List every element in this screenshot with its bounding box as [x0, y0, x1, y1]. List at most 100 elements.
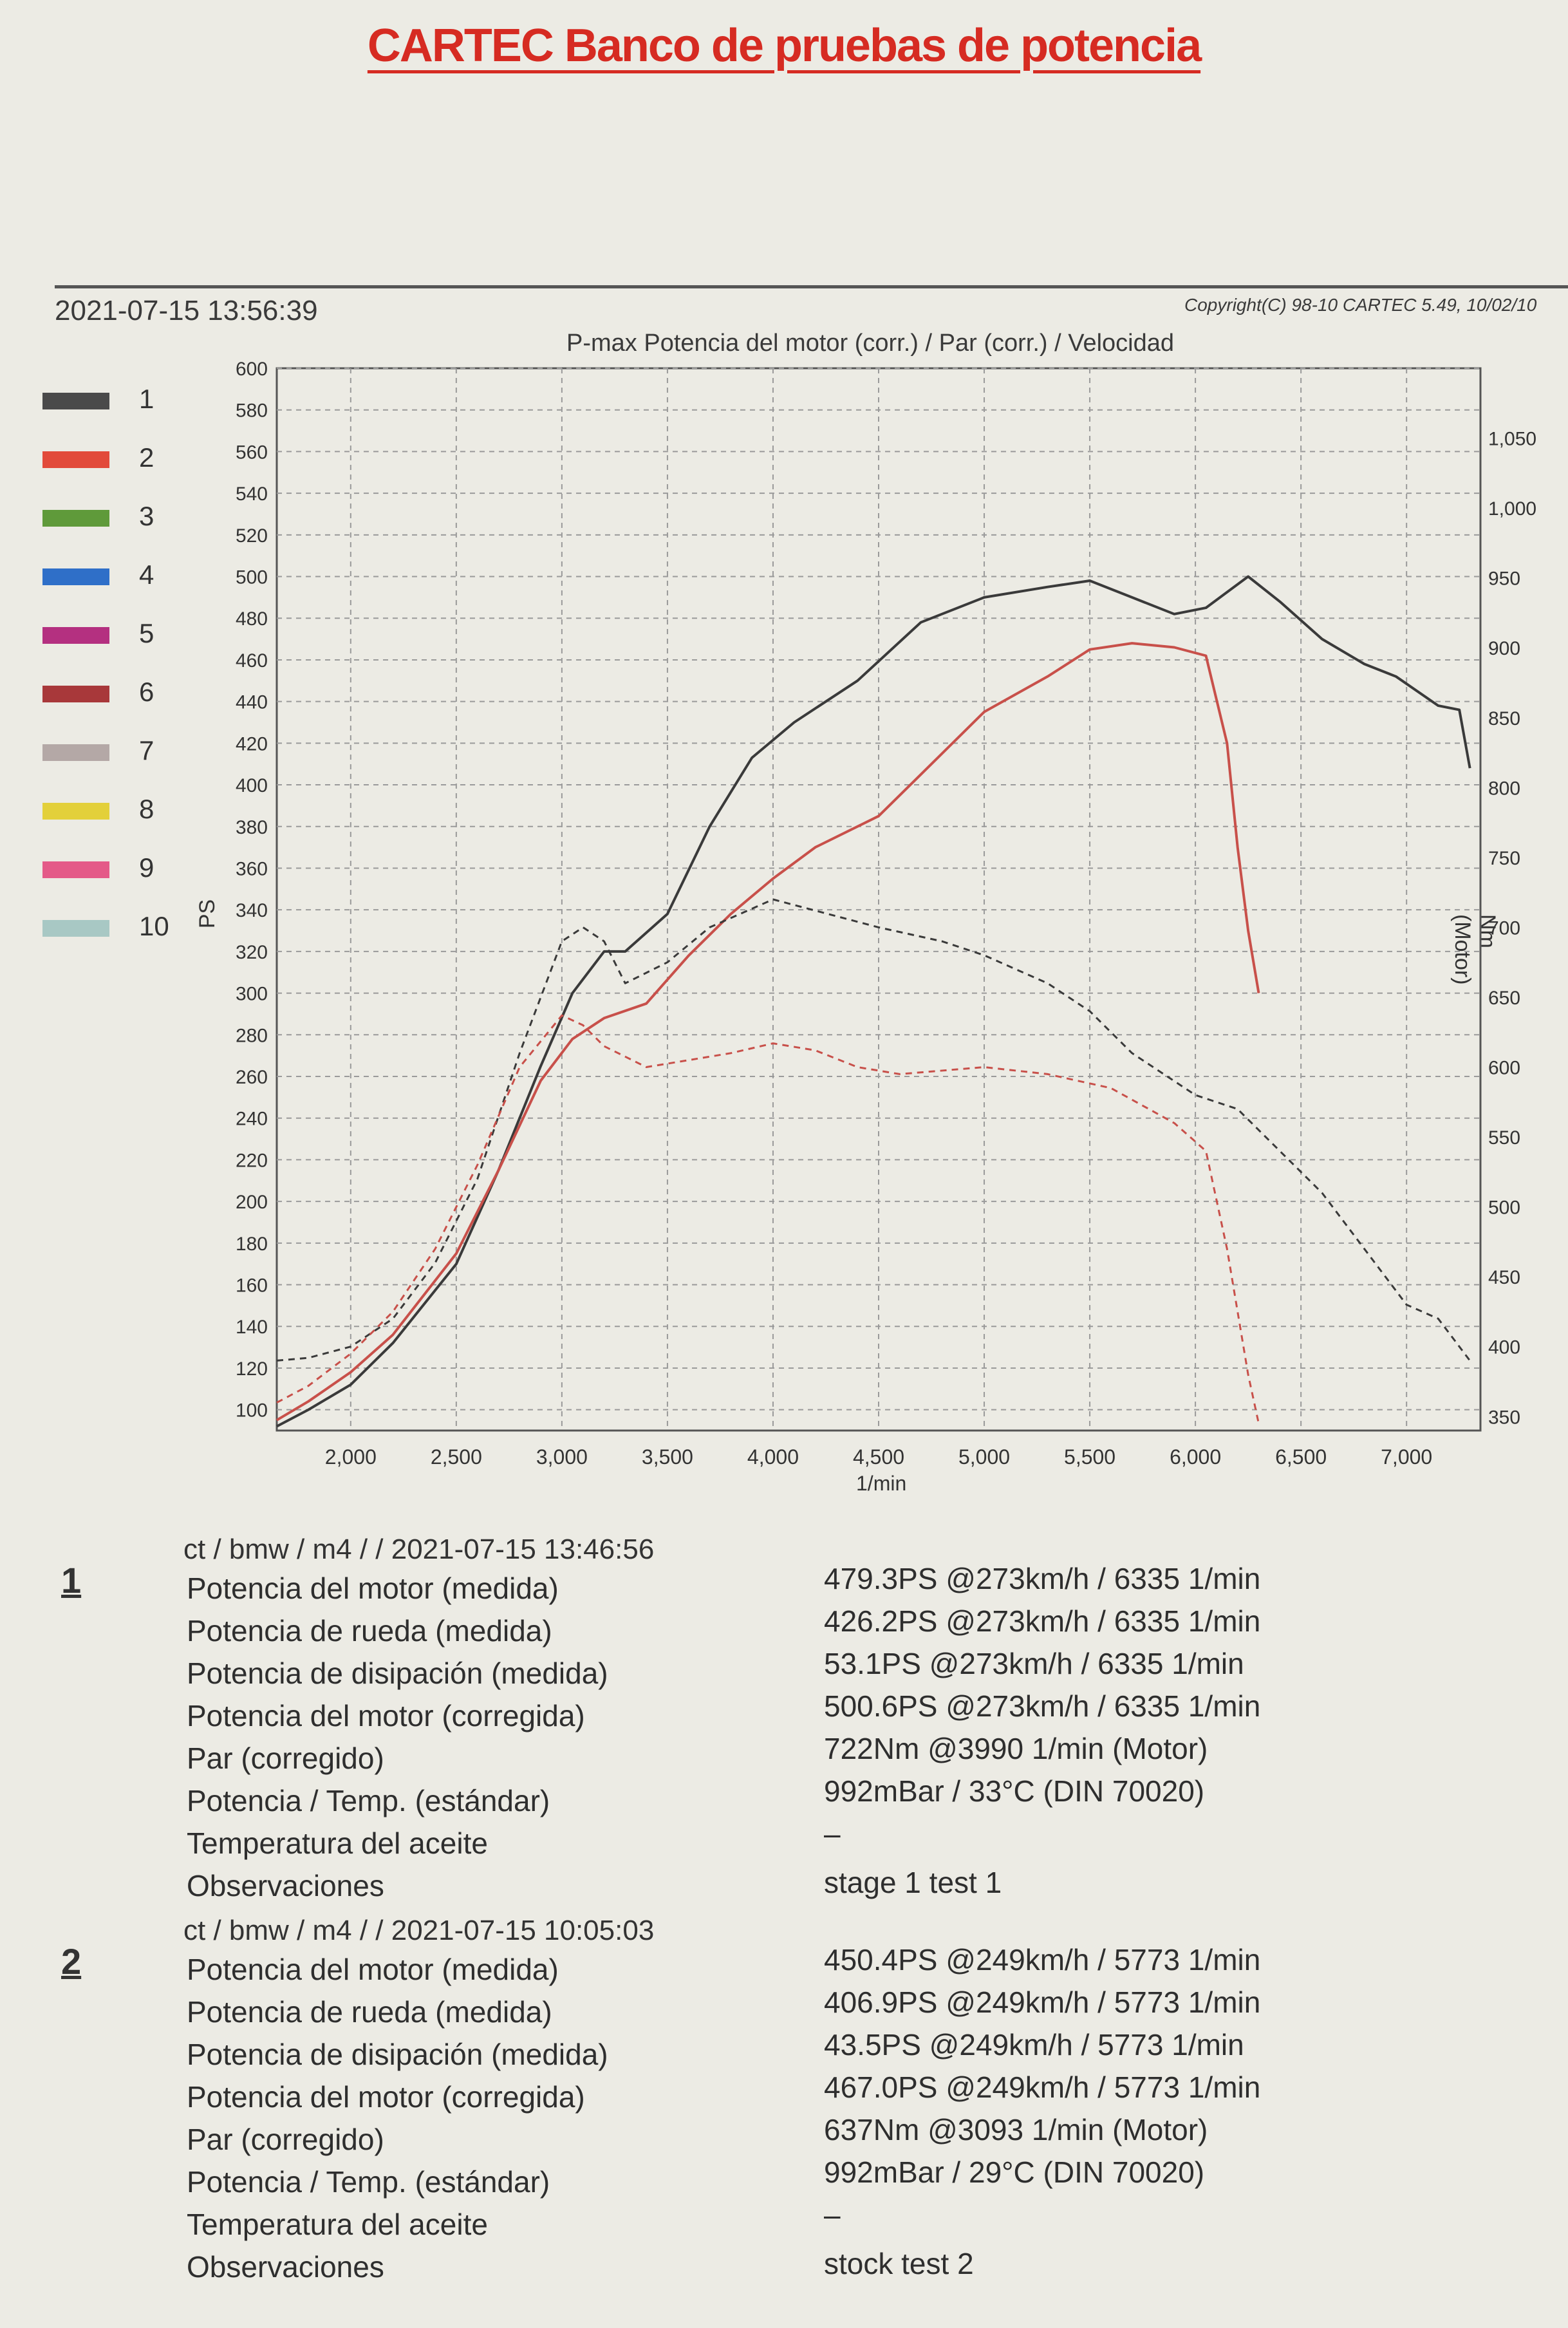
- legend-swatch: [42, 627, 109, 644]
- result-value: 450.4PS @249km/h / 5773 1/min: [824, 1943, 1261, 1976]
- y-right-tick-label: 750: [1488, 848, 1520, 869]
- y-left-tick-label: 600: [236, 359, 268, 380]
- x-tick-label: 4,000: [747, 1445, 799, 1469]
- report-datetime: 2021-07-15 13:56:39: [55, 295, 318, 326]
- result-value: 637Nm @3093 1/min (Motor): [824, 2113, 1208, 2146]
- x-tick-label: 7,000: [1381, 1445, 1432, 1469]
- run-number: 1: [61, 1560, 82, 1600]
- y-right-tick-label: 900: [1488, 638, 1520, 659]
- x-tick-label: 4,500: [853, 1445, 904, 1469]
- report-title: CARTEC Banco de pruebas de potencia: [367, 20, 1202, 71]
- legend-swatch: [42, 744, 109, 761]
- y-right-tick-label: 400: [1488, 1337, 1520, 1358]
- result-value: 53.1PS @273km/h / 6335 1/min: [824, 1647, 1244, 1680]
- legend-item: 5: [42, 614, 236, 653]
- result-value: stock test 2: [824, 2247, 974, 2280]
- series-line-1-torque: [276, 898, 1471, 1362]
- y-right-tick-label: 1,050: [1488, 429, 1536, 450]
- y-left-tick-label: 540: [236, 483, 268, 505]
- result-label: Potencia del motor (corregida): [187, 2080, 585, 2114]
- y-left-tick-label: 380: [236, 817, 268, 838]
- x-tick-label: 6,000: [1170, 1445, 1221, 1469]
- result-value: 992mBar / 33°C (DIN 70020): [824, 1774, 1205, 1808]
- y-right-tick-label: 600: [1488, 1058, 1520, 1079]
- run-header: ct / bmw / m4 / / 2021-07-15 13:46:56: [183, 1534, 655, 1565]
- y-left-tick-label: 120: [236, 1358, 268, 1380]
- result-value: 479.3PS @273km/h / 6335 1/min: [824, 1562, 1261, 1595]
- legend-swatch: [42, 686, 109, 702]
- y-left-tick-label: 240: [236, 1109, 268, 1130]
- series-line-2-torque: [276, 1014, 1260, 1424]
- legend-item: 9: [42, 849, 236, 887]
- result-value: –: [824, 2198, 841, 2231]
- result-label: Potencia de disipación (medida): [187, 1657, 608, 1690]
- y-left-tick-label: 580: [236, 400, 268, 422]
- result-value: stage 1 test 1: [824, 1866, 1002, 1899]
- copyright-notice: Copyright(C) 98-10 CARTEC 5.49, 10/02/10: [1184, 295, 1537, 315]
- chart-title: P-max Potencia del motor (corr.) / Par (…: [566, 330, 1175, 357]
- x-tick-label: 6,500: [1275, 1445, 1327, 1469]
- y-left-tick-label: 220: [236, 1150, 268, 1171]
- y-right-tick-label: 850: [1488, 708, 1520, 729]
- y-left-tick-label: 420: [236, 733, 268, 755]
- y-left-tick-label: 340: [236, 900, 268, 921]
- y-left-tick-label: 500: [236, 567, 268, 588]
- y-left-tick-label: 480: [236, 608, 268, 630]
- x-axis-label: 1/min: [856, 1472, 907, 1495]
- y-right-tick-label: 950: [1488, 568, 1520, 590]
- y-left-tick-label: 160: [236, 1275, 268, 1297]
- result-value: 43.5PS @249km/h / 5773 1/min: [824, 2028, 1244, 2061]
- legend-swatch: [42, 861, 109, 878]
- legend-number: 10: [139, 911, 169, 941]
- result-label: Observaciones: [187, 1869, 384, 1902]
- legend-number: 7: [139, 735, 154, 765]
- legend-swatch: [42, 568, 109, 585]
- y-right-tick-label: 800: [1488, 778, 1520, 799]
- legend-swatch: [42, 803, 109, 820]
- result-value: 426.2PS @273km/h / 6335 1/min: [824, 1604, 1261, 1638]
- y-left-tick-label: 280: [236, 1025, 268, 1046]
- y-right-tick-label: 350: [1488, 1407, 1520, 1428]
- y-right-tick-label: 1,000: [1488, 498, 1536, 520]
- legend-swatch: [42, 510, 109, 527]
- legend-number: 4: [139, 559, 154, 590]
- y-left-tick-label: 260: [236, 1067, 268, 1088]
- y-left-tick-label: 560: [236, 442, 268, 463]
- result-value: 722Nm @3990 1/min (Motor): [824, 1732, 1208, 1765]
- legend-item: 8: [42, 790, 236, 829]
- y-right-tick-label: 700: [1488, 917, 1520, 939]
- series-line-2-power: [275, 642, 1260, 1422]
- legend-number: 9: [139, 852, 154, 883]
- legend-item: 3: [42, 497, 236, 536]
- y-left-tick-label: 360: [236, 858, 268, 879]
- result-label: Par (corregido): [187, 1741, 384, 1775]
- result-label: Par (corregido): [187, 2123, 384, 2156]
- legend-item: 4: [42, 556, 236, 594]
- result-value: 406.9PS @249km/h / 5773 1/min: [824, 1985, 1261, 2019]
- legend-swatch: [42, 920, 109, 937]
- y-left-tick-label: 400: [236, 775, 268, 796]
- result-value: 467.0PS @249km/h / 5773 1/min: [824, 2070, 1261, 2104]
- y-left-tick-label: 320: [236, 942, 268, 963]
- run-number: 2: [61, 1941, 82, 1982]
- dyno-chart: 2,000 2,500 3,000 3,500 4,000 4,500 5,000 5,500…: [236, 359, 1536, 1469]
- result-label: Potencia de rueda (medida): [187, 1995, 552, 2029]
- header-divider: [55, 285, 1568, 288]
- legend-item: 1: [42, 380, 236, 418]
- legend-swatch: [42, 451, 109, 468]
- run-header: ct / bmw / m4 / / 2021-07-15 10:05:03: [183, 1915, 655, 1946]
- y-left-tick-label: 200: [236, 1192, 268, 1213]
- y-left-tick-label: 100: [236, 1400, 268, 1422]
- legend-item: 10: [42, 907, 236, 946]
- y-right-tick-label: 550: [1488, 1127, 1520, 1149]
- y-right-tick-label: 500: [1488, 1197, 1520, 1219]
- result-label: Potencia de disipación (medida): [187, 2038, 608, 2071]
- y-left-tick-label: 460: [236, 650, 268, 671]
- result-label: Potencia del motor (corregida): [187, 1699, 585, 1732]
- result-value: –: [824, 1817, 841, 1850]
- legend-number: 3: [139, 501, 154, 531]
- result-label: Potencia / Temp. (estándar): [187, 2165, 550, 2199]
- x-tick-label: 3,500: [642, 1445, 693, 1469]
- legend-number: 8: [139, 794, 154, 824]
- legend-number: 5: [139, 618, 154, 648]
